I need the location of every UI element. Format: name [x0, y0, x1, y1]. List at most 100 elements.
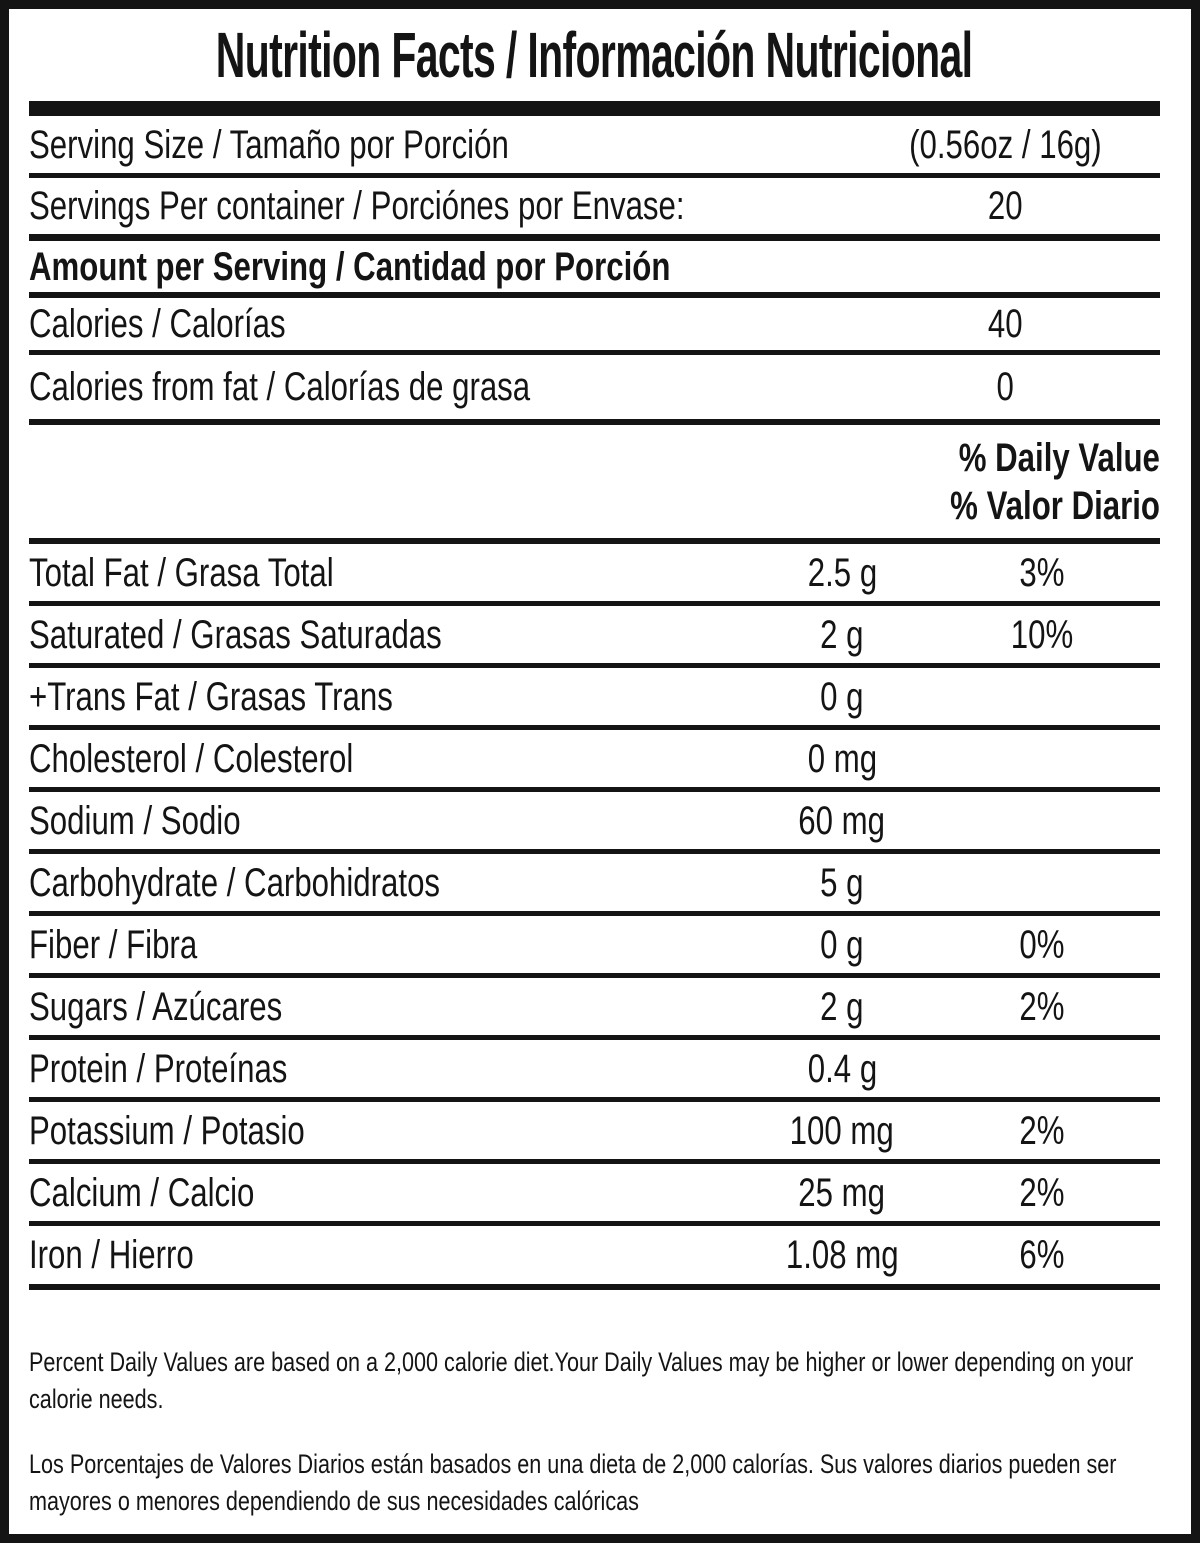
nutrient-label: Sugars / Azúcares: [29, 984, 283, 1029]
nutrient-label-cell: Total Fat / Grasa Total: [29, 551, 732, 595]
nutrient-amount: 0.4 g: [807, 1046, 877, 1091]
nutrient-amount-cell: 2 g: [732, 985, 952, 1029]
nutrient-row: Sodium / Sodio 60 mg: [29, 792, 1160, 854]
calories-label: Calories / Calorías: [29, 302, 286, 346]
nutrient-daily-value: 2%: [1019, 1108, 1065, 1153]
nutrient-label: Sodium / Sodio: [29, 798, 241, 843]
nutrient-amount-cell: 100 mg: [732, 1109, 952, 1153]
calories-from-fat-label: Calories from fat / Calorías de grasa: [29, 365, 531, 409]
nutrient-row: Fiber / Fibra 0 g 0%: [29, 916, 1160, 978]
nutrient-label: Cholesterol / Colesterol: [29, 736, 354, 781]
nutrient-daily-value: 2%: [1019, 1170, 1065, 1215]
title-divider-bar: [29, 101, 1160, 116]
nutrient-row: +Trans Fat / Grasas Trans 0 g: [29, 668, 1160, 730]
servings-per-container-value-cell: 20: [850, 184, 1160, 228]
servings-per-container-label-cell: Servings Per container / Porciónes por E…: [29, 184, 850, 228]
servings-per-container-row: Servings Per container / Porciónes por E…: [29, 178, 1160, 241]
nutrient-label-cell: Protein / Proteínas: [29, 1047, 732, 1091]
serving-size-label-cell: Serving Size / Tamaño por Porción: [29, 123, 850, 167]
nutrient-amount: 2.5 g: [807, 550, 877, 595]
nutrient-amount: 0 mg: [807, 736, 877, 781]
nutrient-daily-value: 3%: [1019, 550, 1065, 595]
nutrient-label: Calcium / Calcio: [29, 1170, 255, 1215]
footnote-english: Percent Daily Values are based on a 2,00…: [29, 1347, 1134, 1414]
nutrient-label: +Trans Fat / Grasas Trans: [29, 674, 393, 719]
nutrient-label-cell: Saturated / Grasas Saturadas: [29, 613, 732, 657]
amount-per-serving-cell: Amount per Serving / Cantidad por Porció…: [29, 245, 1160, 289]
calories-from-fat-value: 0: [996, 365, 1014, 409]
serving-size-value: (0.56oz / 16g): [908, 122, 1102, 167]
nutrient-amount: 0 g: [820, 922, 864, 967]
nutrient-daily-value: 10%: [1010, 612, 1074, 657]
nutrient-row: Carbohydrate / Carbohidratos 5 g: [29, 854, 1160, 916]
nutrient-label-cell: Fiber / Fibra: [29, 923, 732, 967]
calories-value-cell: 40: [850, 302, 1160, 346]
nutrient-amount-cell: 0.4 g: [732, 1047, 952, 1091]
nutrient-amount: 2 g: [820, 612, 864, 657]
nutrient-amount-cell: 0 g: [732, 923, 952, 967]
nutrient-label: Iron / Hierro: [29, 1233, 194, 1277]
nutrient-daily-value-cell: 2%: [952, 1171, 1132, 1215]
nutrient-label-cell: Iron / Hierro: [29, 1233, 732, 1277]
amount-per-serving-header: Amount per Serving / Cantidad por Porció…: [29, 244, 671, 289]
nutrient-label-cell: Sodium / Sodio: [29, 799, 732, 843]
nutrient-amount-cell: 60 mg: [732, 799, 952, 843]
nutrient-label: Fiber / Fibra: [29, 922, 198, 967]
nutrient-amount: 60 mg: [798, 798, 886, 843]
nutrient-daily-value-cell: 10%: [952, 613, 1132, 657]
nutrient-amount-cell: 0 g: [732, 675, 952, 719]
nutrient-label: Protein / Proteínas: [29, 1046, 288, 1091]
nutrient-amount: 5 g: [820, 860, 864, 905]
nutrient-label: Potassium / Potasio: [29, 1108, 305, 1153]
nutrient-row: Protein / Proteínas 0.4 g: [29, 1040, 1160, 1102]
calories-row: Calories / Calorías 40: [29, 298, 1160, 355]
daily-value-header-en: % Daily Value: [958, 435, 1160, 480]
daily-value-header-es: % Valor Diario: [950, 483, 1160, 528]
calories-from-fat-value-cell: 0: [850, 365, 1160, 409]
nutrient-daily-value-cell: [952, 1060, 1132, 1078]
nutrient-daily-value-cell: 6%: [952, 1233, 1132, 1277]
calories-value: 40: [987, 302, 1023, 346]
nutrient-daily-value-cell: [952, 688, 1132, 706]
nutrient-label-cell: +Trans Fat / Grasas Trans: [29, 675, 732, 719]
nutrient-daily-value-cell: [952, 874, 1132, 892]
nutrient-daily-value-cell: [952, 750, 1132, 768]
nutrient-row: Cholesterol / Colesterol 0 mg: [29, 730, 1160, 792]
nutrient-amount: 1.08 mg: [785, 1233, 899, 1277]
serving-size-row: Serving Size / Tamaño por Porción (0.56o…: [29, 116, 1160, 178]
nutrient-table: Total Fat / Grasa Total 2.5 g 3% Saturat…: [29, 544, 1160, 1290]
label-title-row: Nutrition Facts / Información Nutriciona…: [29, 9, 1160, 101]
serving-size-label: Serving Size / Tamaño por Porción: [29, 122, 509, 167]
nutrient-daily-value-cell: [952, 812, 1132, 830]
calories-from-fat-row: Calories from fat / Calorías de grasa 0: [29, 355, 1160, 425]
nutrient-amount-cell: 5 g: [732, 861, 952, 905]
nutrient-daily-value: 0%: [1019, 922, 1065, 967]
nutrient-row: Sugars / Azúcares 2 g 2%: [29, 978, 1160, 1040]
nutrient-label-cell: Sugars / Azúcares: [29, 985, 732, 1029]
nutrient-daily-value: 2%: [1019, 984, 1065, 1029]
nutrient-daily-value-cell: 2%: [952, 985, 1132, 1029]
nutrient-daily-value: 6%: [1019, 1233, 1065, 1277]
nutrient-label-cell: Potassium / Potasio: [29, 1109, 732, 1153]
amount-per-serving-row: Amount per Serving / Cantidad por Porció…: [29, 241, 1160, 298]
footnotes: Percent Daily Values are based on a 2,00…: [29, 1344, 1160, 1520]
nutrient-amount: 25 mg: [798, 1170, 886, 1215]
nutrient-amount-cell: 2.5 g: [732, 551, 952, 595]
nutrient-row: Potassium / Potasio 100 mg 2%: [29, 1102, 1160, 1164]
nutrient-amount: 2 g: [820, 984, 864, 1029]
nutrient-amount-cell: 25 mg: [732, 1171, 952, 1215]
servings-per-container-value: 20: [987, 184, 1023, 228]
daily-value-header-block: % Daily Value % Valor Diario: [29, 425, 1160, 544]
nutrient-row: Iron / Hierro 1.08 mg 6%: [29, 1226, 1160, 1290]
nutrient-amount: 0 g: [820, 674, 864, 719]
nutrient-row: Calcium / Calcio 25 mg 2%: [29, 1164, 1160, 1226]
nutrient-label-cell: Calcium / Calcio: [29, 1171, 732, 1215]
nutrient-amount: 100 mg: [789, 1108, 895, 1153]
servings-per-container-label: Servings Per container / Porciónes por E…: [29, 184, 685, 228]
footnote-spanish: Los Porcentajes de Valores Diarios están…: [29, 1449, 1117, 1516]
label-title: Nutrition Facts / Información Nutriciona…: [216, 18, 973, 91]
label-content: Nutrition Facts / Información Nutriciona…: [9, 9, 1191, 1534]
serving-size-value-cell: (0.56oz / 16g): [850, 123, 1160, 167]
nutrient-label: Total Fat / Grasa Total: [29, 550, 334, 595]
